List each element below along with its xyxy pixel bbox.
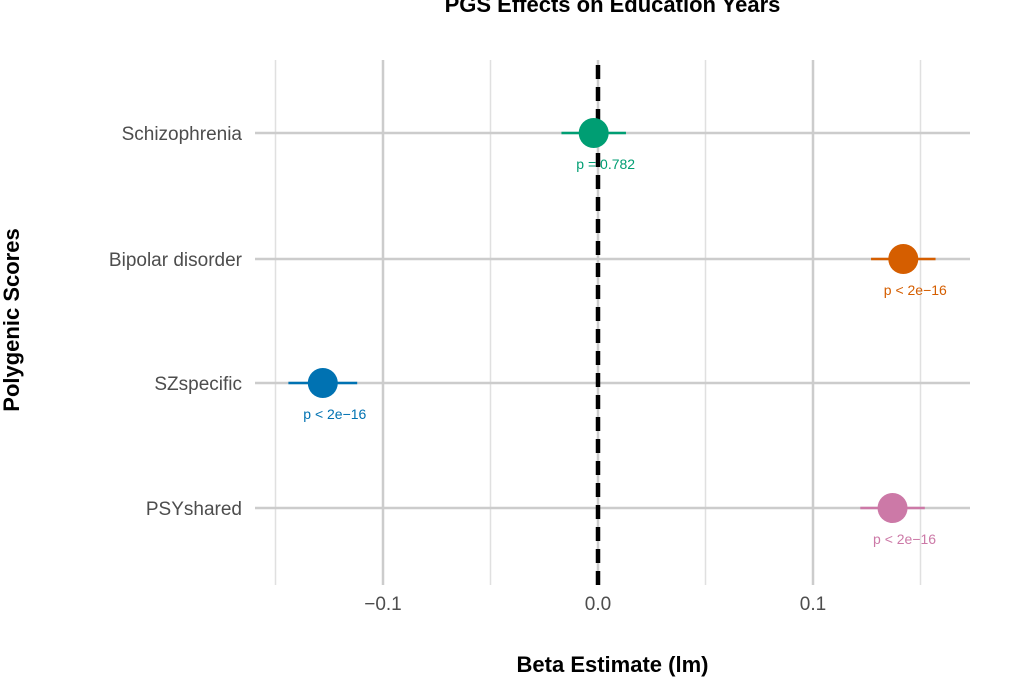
x-axis-label: Beta Estimate (lm) xyxy=(516,652,709,677)
p-value-label: p = 0.782 xyxy=(576,156,635,172)
data-point-group: p < 2e−16 xyxy=(288,368,367,422)
y-tick-label: PSYshared xyxy=(146,499,242,520)
y-tick-label: Bipolar disorder xyxy=(109,250,243,271)
data-point-group: p < 2e−16 xyxy=(871,244,947,298)
chart-title: PGS Effects on Education Years xyxy=(444,0,781,17)
point-estimate xyxy=(888,244,919,274)
x-tick-label: −0.1 xyxy=(364,594,402,615)
data-point-group: p < 2e−16 xyxy=(860,493,936,547)
x-tick-label: 0.1 xyxy=(800,594,826,615)
y-tick-label: SZspecific xyxy=(154,374,242,395)
point-estimate xyxy=(307,368,338,398)
data-point-group: p = 0.782 xyxy=(561,118,635,172)
p-value-label: p < 2e−16 xyxy=(303,406,366,422)
p-value-label: p < 2e−16 xyxy=(873,531,936,547)
p-value-label: p < 2e−16 xyxy=(884,282,947,298)
point-estimate xyxy=(578,118,609,148)
y-tick-label: Schizophrenia xyxy=(122,124,243,145)
x-tick-label: 0.0 xyxy=(585,594,611,615)
point-estimate xyxy=(877,493,908,523)
